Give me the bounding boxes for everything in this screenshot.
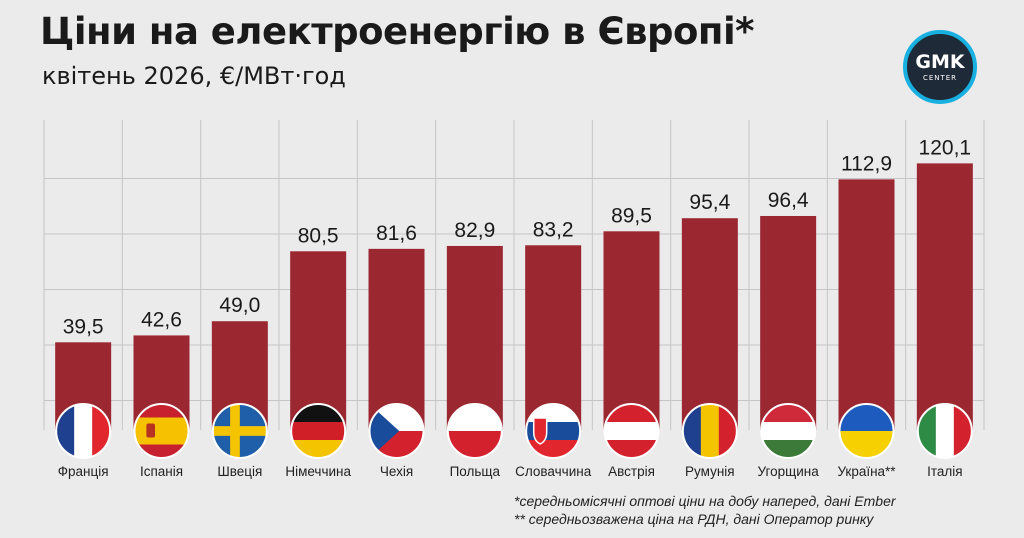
sweden-flag-icon bbox=[211, 403, 268, 459]
value-label: 120,1 bbox=[919, 136, 972, 159]
category-labels: Франція Іспанія Швеція Німеччина Чехія Польща… bbox=[58, 464, 963, 479]
footnote-1: *середньомісячні оптові ціни на добу нап… bbox=[514, 493, 896, 509]
chart-title: Ціни на електроенергію в Європі* bbox=[40, 10, 755, 53]
bar bbox=[916, 163, 973, 431]
flags bbox=[55, 403, 973, 459]
category-label: Угорщина bbox=[758, 464, 820, 479]
category-label: Польща bbox=[450, 464, 501, 479]
category-label: Іспанія bbox=[140, 464, 183, 479]
value-label: 39,5 bbox=[63, 315, 104, 338]
value-label: 49,0 bbox=[219, 294, 260, 317]
value-label: 96,4 bbox=[768, 189, 809, 212]
value-labels: 39,5 42,6 49,0 80,5 81,6 82,9 83,2 89,5 95,4 96,4… bbox=[63, 136, 971, 338]
bar bbox=[760, 215, 817, 430]
bar bbox=[838, 179, 895, 430]
value-label: 42,6 bbox=[141, 308, 182, 331]
romania-flag-icon bbox=[681, 403, 738, 459]
spain-flag-icon bbox=[133, 403, 190, 459]
value-label: 83,2 bbox=[533, 218, 574, 241]
slovakia-flag-icon bbox=[525, 403, 582, 459]
value-label: 80,5 bbox=[298, 224, 339, 247]
france-flag-icon bbox=[55, 403, 112, 459]
hungary-flag-icon bbox=[760, 403, 817, 459]
bar bbox=[446, 245, 503, 430]
grid-lines bbox=[43, 120, 985, 430]
poland-flag-icon bbox=[446, 403, 503, 459]
bars bbox=[55, 163, 973, 431]
gmk-center-logo: GMK CENTER bbox=[903, 30, 977, 104]
ukraine-flag-icon bbox=[838, 403, 895, 459]
value-label: 82,9 bbox=[454, 219, 495, 242]
value-label: 112,9 bbox=[841, 152, 892, 175]
value-label: 89,5 bbox=[611, 204, 652, 227]
value-label: 95,4 bbox=[689, 191, 730, 214]
bar bbox=[290, 251, 347, 430]
austria-flag-icon bbox=[603, 403, 660, 459]
category-label: Швеція bbox=[217, 464, 262, 479]
bar bbox=[603, 231, 660, 430]
category-label: Румунія bbox=[685, 464, 735, 479]
category-label: Чехія bbox=[380, 464, 413, 479]
category-label: Словаччина bbox=[515, 464, 592, 479]
italy-flag-icon bbox=[916, 403, 973, 459]
value-label: 81,6 bbox=[376, 222, 417, 245]
bar bbox=[525, 245, 582, 430]
category-label: Італія bbox=[927, 464, 962, 479]
category-label: Франція bbox=[58, 464, 109, 479]
category-label: Австрія bbox=[608, 464, 655, 479]
logo-text: GMK bbox=[915, 50, 965, 73]
bar bbox=[681, 218, 738, 430]
bar bbox=[368, 248, 425, 430]
germany-flag-icon bbox=[290, 403, 347, 459]
category-label: Німеччина bbox=[285, 464, 351, 479]
czechia-flag-icon bbox=[368, 403, 425, 459]
category-label: Україна** bbox=[837, 464, 896, 479]
chart-subtitle: квітень 2026, €/МВт·год bbox=[42, 62, 346, 90]
footnote-2: ** середньозважена ціна на РДН, дані Опе… bbox=[514, 511, 874, 527]
logo-subtext: CENTER bbox=[922, 73, 958, 82]
